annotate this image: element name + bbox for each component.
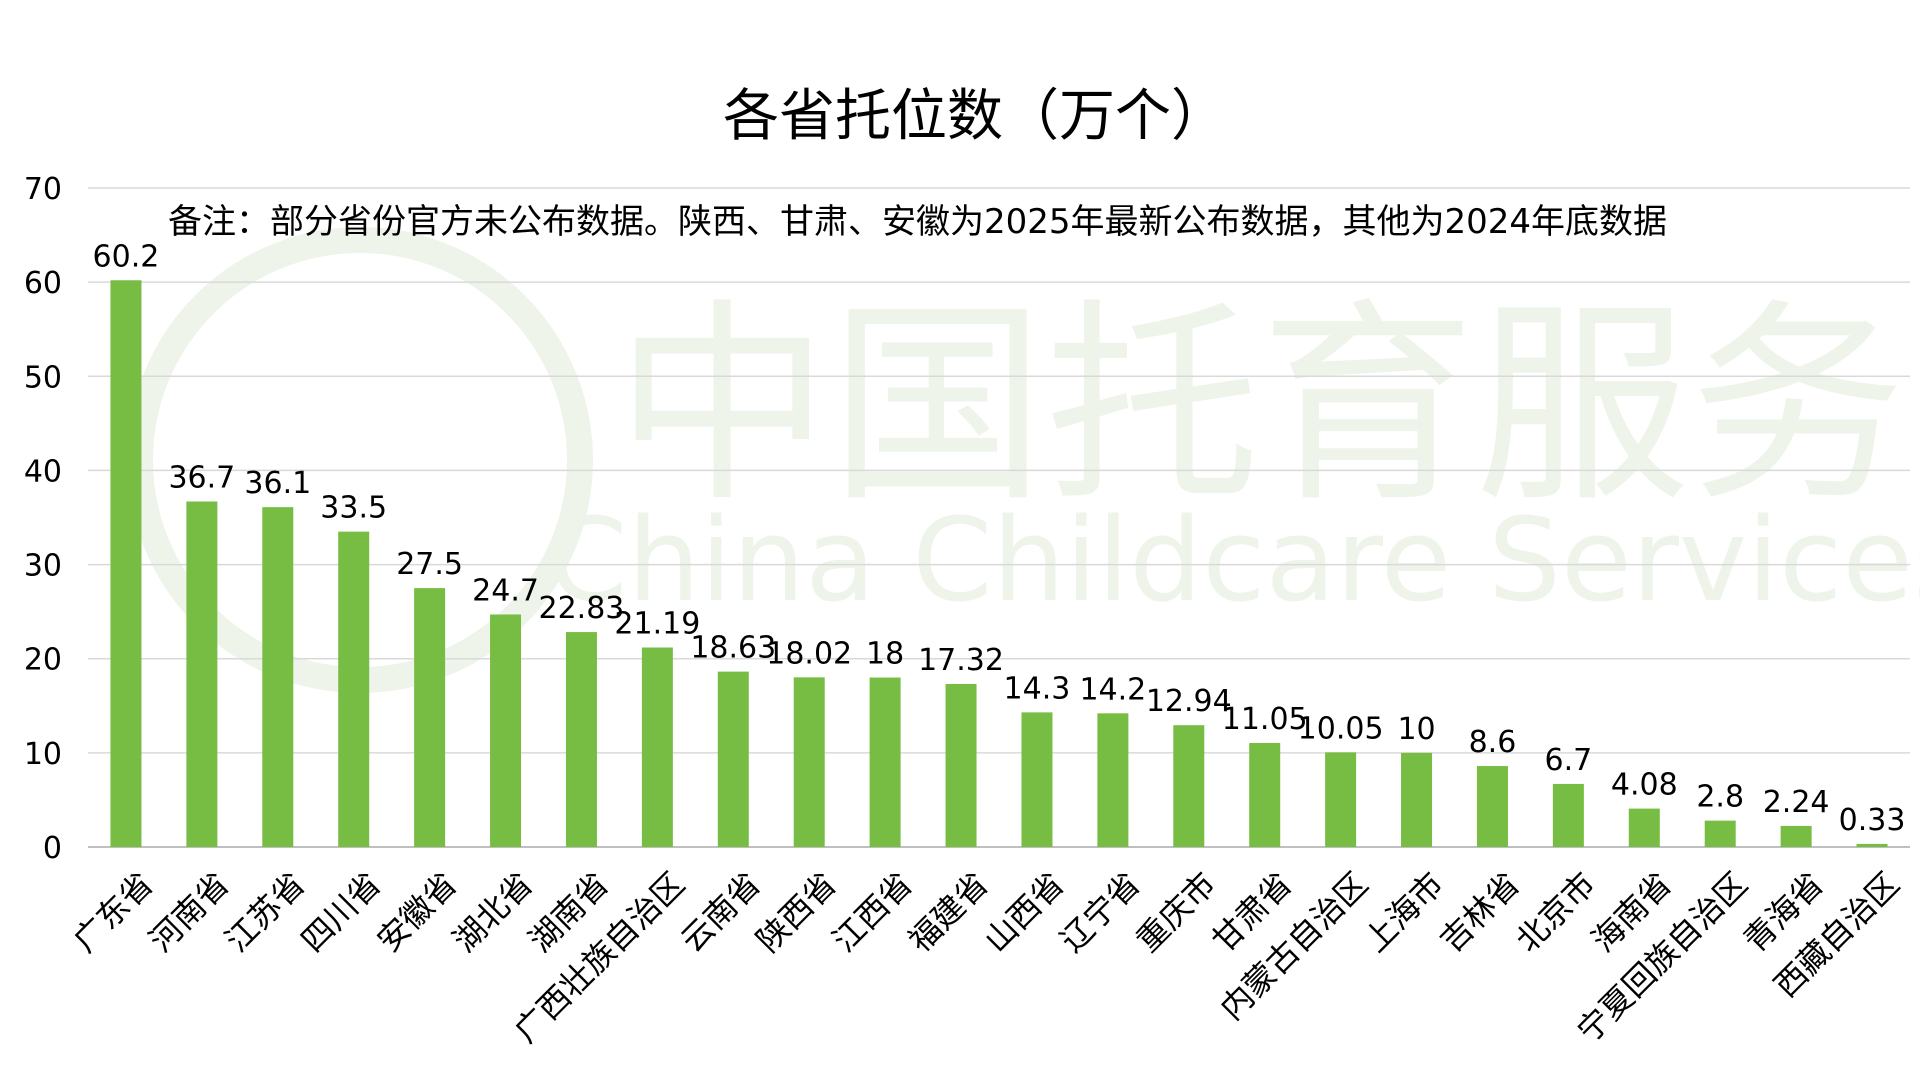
data-label: 27.5: [396, 547, 463, 582]
data-label: 12.94: [1146, 684, 1232, 719]
x-tick-label: 江西省: [825, 865, 920, 960]
y-axis-ticks: 0 10 20 30 40 50 60 70: [24, 172, 62, 866]
data-label: 21.19: [614, 607, 700, 642]
x-tick-label: 重庆市: [1129, 865, 1224, 960]
y-tick-label: 60: [24, 266, 62, 301]
bar: [1249, 742, 1281, 847]
chart-annotation: 备注：部分省份官方未公布数据。陕西、甘肃、安徽为2025年最新公布数据，其他为2…: [168, 202, 1667, 242]
data-label: 24.7: [472, 573, 539, 608]
data-label: 33.5: [320, 491, 387, 526]
x-tick-label: 湖北省: [445, 865, 540, 960]
data-label: 8.6: [1469, 725, 1517, 760]
x-tick-label: 山西省: [977, 865, 1072, 960]
data-label: 14.2: [1079, 672, 1146, 707]
bar: [1552, 783, 1584, 847]
x-tick-label: 吉林省: [1432, 865, 1527, 960]
y-tick-label: 20: [24, 643, 62, 678]
bar: [490, 614, 522, 847]
bar: [1780, 825, 1812, 847]
data-label: 22.83: [539, 591, 625, 626]
bar: [338, 531, 370, 847]
bar: [641, 647, 673, 847]
data-label: 14.3: [1004, 671, 1071, 706]
x-tick-label: 广东省: [66, 865, 161, 960]
x-tick-label: 河南省: [142, 865, 237, 960]
watermark-cn: 中国托育服务: [615, 280, 1905, 531]
watermark-en: China Childcare Services: [547, 494, 1920, 628]
data-label: 17.32: [918, 643, 1004, 678]
x-tick-label: 辽宁省: [1053, 865, 1148, 960]
x-tick-label: 陕西省: [749, 865, 844, 960]
bar: [1401, 752, 1433, 847]
data-label: 10.05: [1298, 711, 1384, 746]
x-tick-label: 江苏省: [218, 865, 313, 960]
bar: [717, 671, 749, 847]
data-label: 36.7: [168, 460, 235, 495]
data-label: 18.02: [766, 636, 852, 671]
y-tick-label: 0: [43, 831, 62, 866]
x-tick-label: 上海市: [1356, 865, 1451, 960]
bar: [186, 501, 218, 847]
x-tick-label: 四川省: [294, 865, 389, 960]
data-label: 0.33: [1839, 803, 1906, 838]
y-tick-label: 40: [24, 454, 62, 489]
x-tick-label: 福建省: [901, 865, 996, 960]
data-label: 18: [866, 637, 904, 672]
data-label: 60.2: [93, 239, 160, 274]
bar: [945, 683, 977, 847]
bar: [793, 677, 825, 847]
gridlines: [88, 187, 1910, 848]
data-label: 18.63: [690, 631, 776, 666]
value-labels: 60.236.7 36.133.527.524.722.8321.1918.631…: [93, 239, 1906, 838]
chart-title: 各省托位数（万个）: [723, 84, 1227, 149]
x-tick-label: 云南省: [673, 865, 768, 960]
data-label: 36.1: [244, 466, 311, 501]
data-label: 4.08: [1611, 768, 1678, 803]
x-tick-label: 北京市: [1508, 865, 1603, 960]
y-tick-label: 70: [24, 172, 62, 207]
data-label: 10: [1397, 712, 1435, 747]
x-axis-labels: 广东省河南省江苏省四川省安徽省湖北省湖南省广西壮族自治区云南省陕西省江西省福建省…: [66, 865, 1907, 1050]
bar: [1704, 820, 1736, 847]
y-tick-label: 10: [24, 737, 62, 772]
bar: [869, 677, 901, 847]
bar: [1476, 766, 1508, 847]
data-label: 2.24: [1763, 785, 1830, 820]
y-tick-label: 50: [24, 360, 62, 395]
bars: [110, 280, 1888, 847]
data-label: 6.7: [1545, 743, 1593, 778]
y-tick-label: 30: [24, 549, 62, 584]
bar: [414, 588, 446, 847]
bar: [110, 280, 142, 847]
watermark: 中国托育服务 China Childcare Services: [127, 227, 1920, 693]
bar: [1173, 725, 1205, 847]
bar: [262, 507, 294, 847]
bar: [1628, 808, 1660, 847]
bar: [1097, 713, 1129, 847]
data-label: 2.8: [1696, 780, 1744, 815]
bar: [565, 632, 597, 847]
bar: [1856, 843, 1888, 847]
bar: [1325, 752, 1357, 847]
data-label: 11.05: [1222, 702, 1308, 737]
bar: [1021, 712, 1053, 847]
x-tick-label: 安徽省: [369, 865, 464, 960]
